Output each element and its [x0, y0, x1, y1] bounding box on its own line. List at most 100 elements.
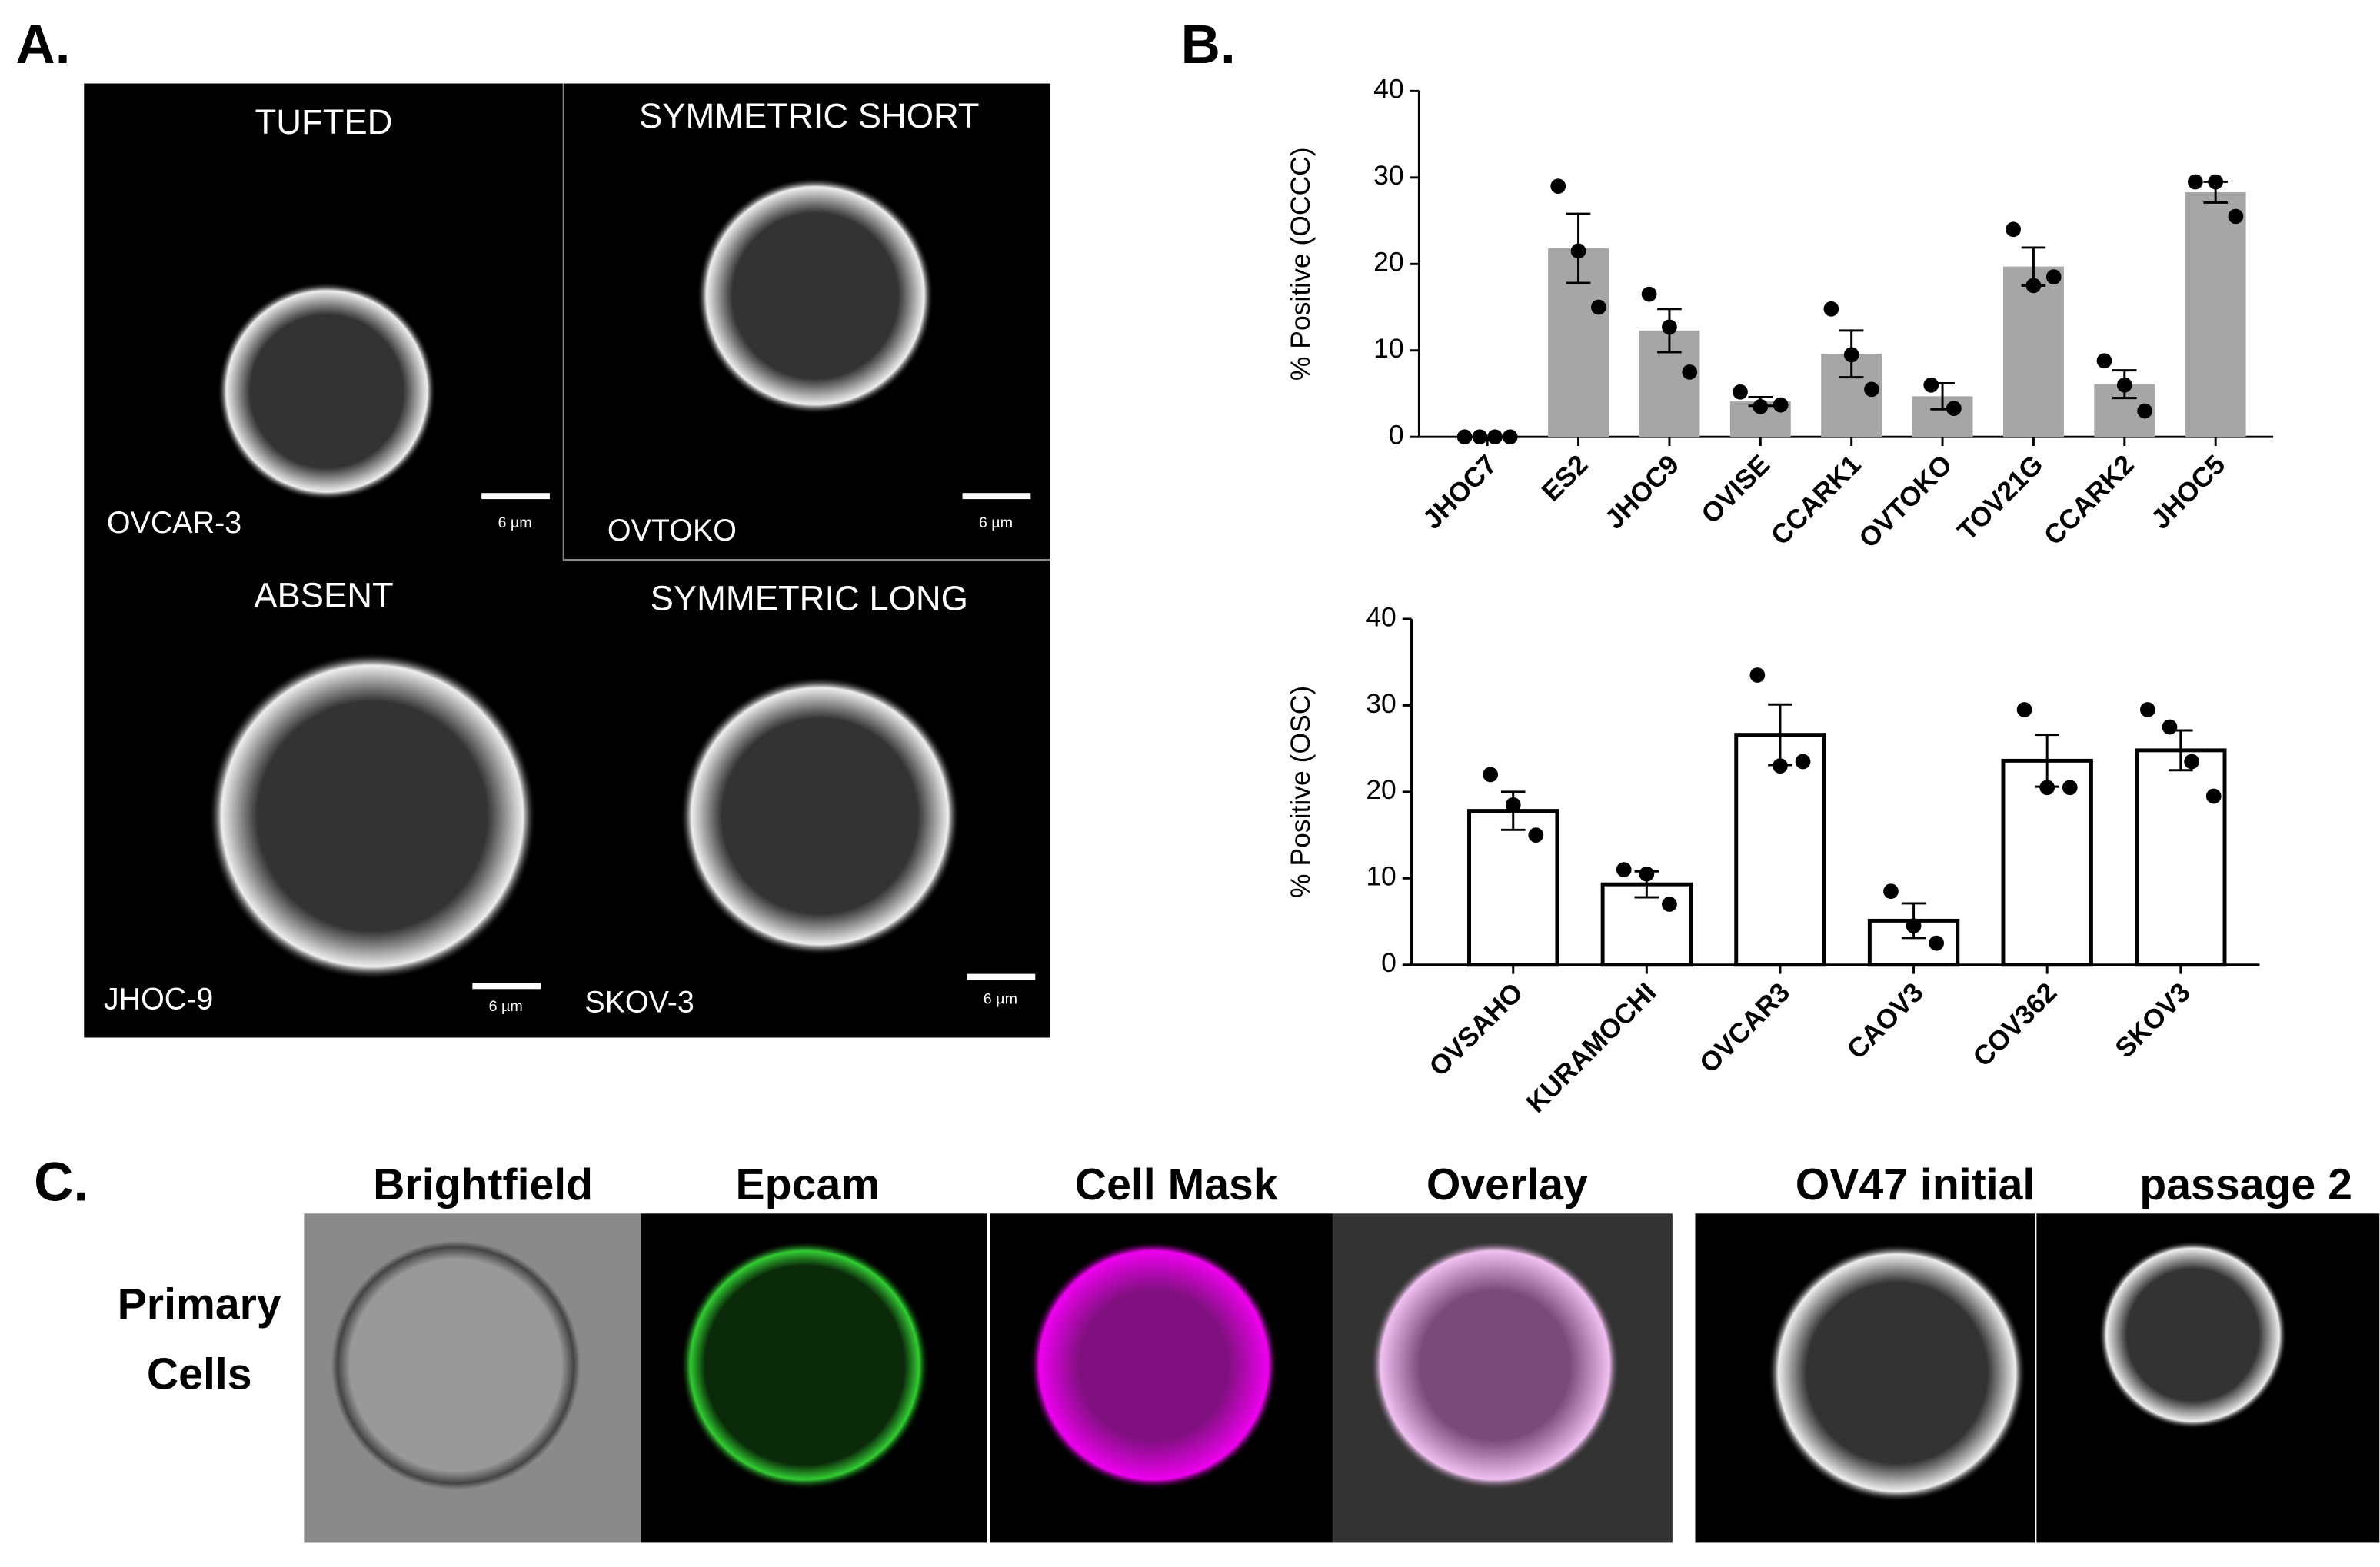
column-label: Cell Mask [1075, 1160, 1278, 1209]
data-point [1487, 429, 1503, 445]
y-tick-label: 40 [1366, 601, 1396, 632]
panel-letter: C. [34, 1153, 88, 1213]
data-point [1682, 364, 1698, 380]
cell-image [217, 281, 436, 501]
morphology-label: SYMMETRIC LONG [651, 578, 968, 617]
data-point [1733, 384, 1748, 400]
scale-bar [962, 493, 1031, 500]
column-label: Epcam [736, 1160, 880, 1209]
data-point [1795, 754, 1811, 770]
data-point [1843, 347, 1859, 363]
data-point [2188, 174, 2203, 190]
cell-image [1768, 1243, 2026, 1502]
data-point [1923, 377, 1939, 393]
x-tick-label: COV362 [1967, 976, 2063, 1073]
data-point [1773, 397, 1789, 413]
cell-image [697, 177, 934, 414]
data-point [2062, 780, 2078, 796]
y-tick-label: 20 [1366, 774, 1396, 805]
data-point [2116, 377, 2132, 393]
x-tick-label: CCARK1 [1765, 449, 1867, 551]
data-point [1929, 935, 1945, 951]
x-tick-label: JHOC5 [2145, 449, 2231, 535]
scale-bar [472, 983, 541, 990]
x-tick-label: KURAMOCHI [1520, 976, 1662, 1118]
y-axis-label: % Positive (OCCC) [1285, 147, 1316, 381]
data-point [1641, 286, 1657, 302]
y-tick-label: 30 [1366, 688, 1396, 719]
y-tick-label: 30 [1373, 160, 1404, 191]
data-point [2016, 702, 2032, 717]
morphology-label: ABSENT [254, 575, 393, 614]
bar [1467, 809, 1559, 967]
data-point [1616, 862, 1632, 877]
x-tick-label: SKOV3 [2109, 976, 2196, 1063]
scale-label: 6 µm [489, 998, 523, 1015]
x-tick-label: TOV21G [1952, 449, 2049, 547]
data-point [1502, 429, 1518, 445]
data-point [2006, 221, 2021, 238]
data-point [1753, 398, 1769, 414]
morphology-label: SYMMETRIC SHORT [639, 96, 980, 135]
bar [2185, 191, 2246, 437]
data-point [1773, 758, 1788, 774]
data-point [2140, 702, 2155, 717]
y-tick-label: 10 [1373, 333, 1404, 364]
bar [2135, 748, 2227, 967]
data-point [1550, 178, 1566, 194]
x-tick-label: OVCAR3 [1693, 976, 1796, 1079]
column-label: passage 2 [2139, 1160, 2352, 1209]
scale-label: 6 µm [979, 514, 1013, 531]
y-tick-label: 0 [1389, 420, 1404, 451]
scale-label: 6 µm [984, 990, 1017, 1007]
x-tick-label: CCARK2 [2038, 449, 2140, 551]
data-point [2045, 269, 2062, 285]
panel-letter: A. [15, 15, 70, 75]
data-point [1456, 429, 1473, 445]
cell-line-label: JHOC-9 [104, 983, 213, 1016]
x-tick-label: CAOV3 [1841, 976, 1929, 1065]
panel-letter: B. [1181, 15, 1236, 75]
y-tick-label: 10 [1366, 861, 1396, 892]
data-point [1591, 299, 1606, 315]
data-point [2228, 208, 2244, 225]
cell-image [331, 1240, 581, 1490]
data-point [1823, 301, 1839, 317]
x-tick-label: OVSAHO [1423, 976, 1529, 1082]
row-label: Primary [118, 1280, 281, 1329]
cell-image [680, 676, 960, 956]
cell-image [680, 1240, 930, 1490]
data-point [2205, 788, 2222, 804]
x-tick-label: JHOC9 [1599, 449, 1685, 535]
column-label: Overlay [1426, 1160, 1588, 1209]
data-point [2137, 403, 2152, 419]
data-point [2184, 754, 2199, 770]
x-tick-label: OVISE [1695, 449, 1776, 530]
data-point [2208, 174, 2224, 190]
y-tick-label: 20 [1373, 247, 1404, 278]
cell-image [1029, 1240, 1278, 1490]
x-tick-label: ES2 [1536, 449, 1594, 507]
cell-image [2099, 1240, 2287, 1429]
data-point [2162, 719, 2178, 735]
cell-line-label: OVTOKO [607, 514, 737, 547]
data-point [2096, 353, 2112, 369]
morphology-label: TUFTED [255, 102, 393, 141]
data-point [1906, 918, 1922, 934]
data-point [1946, 401, 1962, 416]
cell-image [208, 652, 537, 980]
scale-bar [967, 973, 1036, 980]
bar [2002, 266, 2064, 437]
data-point [1570, 243, 1586, 259]
scale-bar [481, 493, 550, 500]
data-point [2025, 278, 2042, 294]
cell-line-label: SKOV-3 [584, 985, 694, 1019]
data-point [2039, 780, 2055, 796]
y-tick-label: 0 [1381, 947, 1396, 978]
cell-image [1370, 1240, 1619, 1490]
data-point [1662, 897, 1677, 912]
data-point [1662, 319, 1677, 335]
x-tick-label: OVTOKO [1853, 449, 1959, 554]
